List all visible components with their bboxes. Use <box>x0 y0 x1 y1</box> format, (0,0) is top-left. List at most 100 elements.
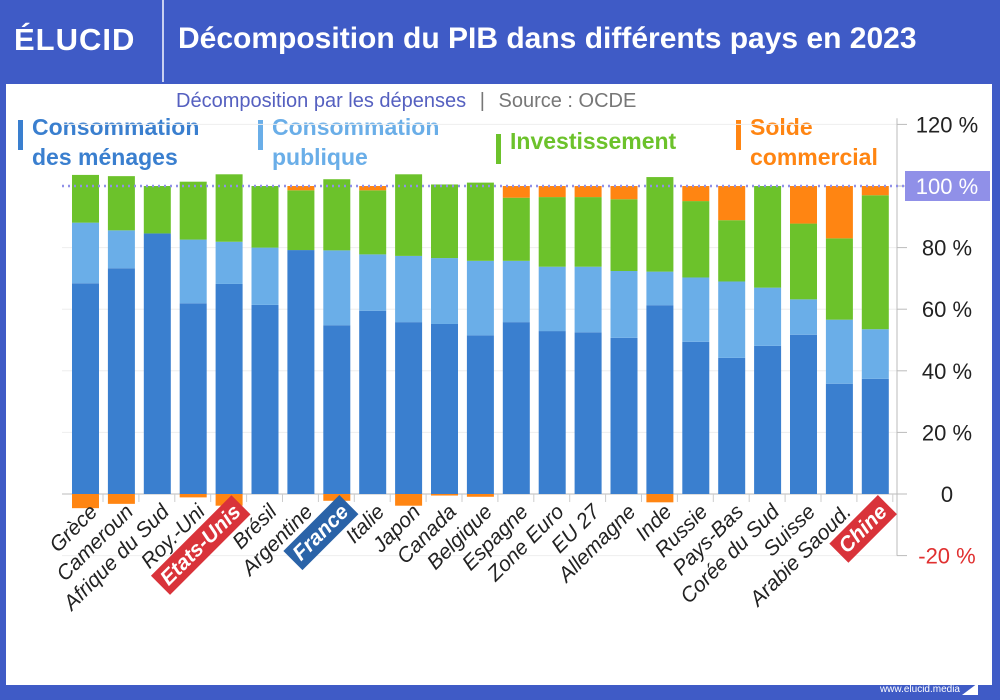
legend-swatch <box>258 120 263 150</box>
bar-segment <box>395 494 423 506</box>
elucid-mark-icon <box>962 683 978 695</box>
bar-segment <box>825 383 853 494</box>
bar-segment <box>574 197 602 267</box>
subtitle-separator: | <box>479 90 485 112</box>
legend-swatch <box>496 134 501 164</box>
bar-segment <box>251 186 279 248</box>
y-tick-label: 100 % <box>916 174 978 199</box>
bar-segment <box>790 223 817 300</box>
bar-segment <box>861 195 889 330</box>
legend-label: des ménages <box>32 144 178 170</box>
bar-segment <box>718 220 746 282</box>
bar-segment <box>359 186 387 191</box>
bar-segment <box>466 335 494 494</box>
bar-segment <box>72 494 99 509</box>
bar-segment <box>107 494 135 504</box>
bar-segment <box>431 323 458 494</box>
bar-segment <box>72 222 99 284</box>
bar-segment <box>431 494 458 496</box>
bar-segment <box>143 233 171 494</box>
bar-segment <box>610 186 638 200</box>
legend-swatch <box>18 120 23 150</box>
bar-segment <box>466 494 494 497</box>
subtitle-text: Décomposition par les dépenses <box>176 90 467 112</box>
bar-segment <box>825 186 853 239</box>
y-tick-label: 0 <box>941 482 953 507</box>
bar-segment <box>502 197 530 261</box>
bar-segment <box>179 494 207 498</box>
bar-segment <box>466 182 494 261</box>
legend-label: Solde <box>750 114 813 140</box>
chart-subtitle: Décomposition par les dépenses | Source … <box>176 90 636 113</box>
y-tick-label: 60 % <box>922 297 972 322</box>
bar-segment <box>359 190 387 255</box>
bar-segment <box>431 184 458 259</box>
bar-segment <box>179 239 207 304</box>
bar-segment <box>610 337 638 494</box>
elucid-logo: ÉLUCID <box>14 22 136 57</box>
bar-segment <box>502 260 530 323</box>
bar-segment <box>610 199 638 272</box>
bar-segment <box>538 331 566 494</box>
bar-segment <box>574 186 602 198</box>
bar-segment <box>790 186 817 224</box>
bar-segment <box>395 255 423 323</box>
bar-segment <box>682 186 710 202</box>
bar-segment <box>790 299 817 335</box>
bar-segment <box>107 268 135 494</box>
bar-segment <box>431 258 458 324</box>
bar-segment <box>538 197 566 267</box>
bar-segment <box>610 271 638 338</box>
legend-label: commercial <box>750 144 878 170</box>
bar-segment <box>646 494 674 503</box>
bar-segment <box>466 260 494 336</box>
header-divider <box>162 0 164 82</box>
legend-menages: Consommation des ménages <box>18 112 200 172</box>
bar-segment <box>72 283 99 494</box>
source-text: Source : OCDE <box>498 90 637 112</box>
bar-segment <box>359 254 387 311</box>
legend-label: Consommation <box>32 114 200 140</box>
bar-segment <box>754 186 782 288</box>
bar-segment <box>143 186 171 234</box>
bar-segment <box>754 345 782 494</box>
bar-segment <box>718 186 746 221</box>
bar-segment <box>682 201 710 278</box>
bar-segment <box>682 277 710 342</box>
bar-segment <box>790 334 817 494</box>
reference-label-bg <box>905 171 990 201</box>
bar-segment <box>395 174 423 256</box>
bar-segment <box>287 186 315 191</box>
y-tick-label: 120 % <box>916 112 978 137</box>
legend-investissement: Investissement <box>496 126 677 164</box>
bar-segment <box>323 494 351 501</box>
bar-segment <box>825 319 853 384</box>
bar-segment <box>395 322 423 494</box>
bar-segment <box>179 181 207 240</box>
bar-segment <box>754 287 782 346</box>
bar-segment <box>287 250 315 494</box>
bar-segment <box>359 310 387 494</box>
x-label-highlight <box>150 495 251 595</box>
bar-segment <box>538 266 566 332</box>
legend-label: Investissement <box>510 128 677 154</box>
chart-title: Décomposition du PIB dans différents pay… <box>178 22 917 55</box>
bar-segment <box>323 250 351 326</box>
bar-segment <box>215 283 243 494</box>
bar-segment <box>107 176 135 231</box>
y-tick-label: -20 % <box>918 544 975 569</box>
y-tick-label: 80 % <box>922 236 972 261</box>
legend-label: Consommation <box>272 114 440 140</box>
bar-segment <box>718 281 746 358</box>
bar-segment <box>215 174 243 242</box>
x-label-highlight <box>283 495 359 571</box>
bar-segment <box>574 266 602 333</box>
footer-url: www.elucid.media <box>879 684 960 695</box>
bar-segment <box>646 177 674 272</box>
bar-segment <box>215 241 243 284</box>
bar-segment <box>287 190 315 251</box>
legend-solde: Solde commercial <box>736 112 878 172</box>
bar-segment <box>251 304 279 494</box>
bar-segment <box>574 332 602 494</box>
